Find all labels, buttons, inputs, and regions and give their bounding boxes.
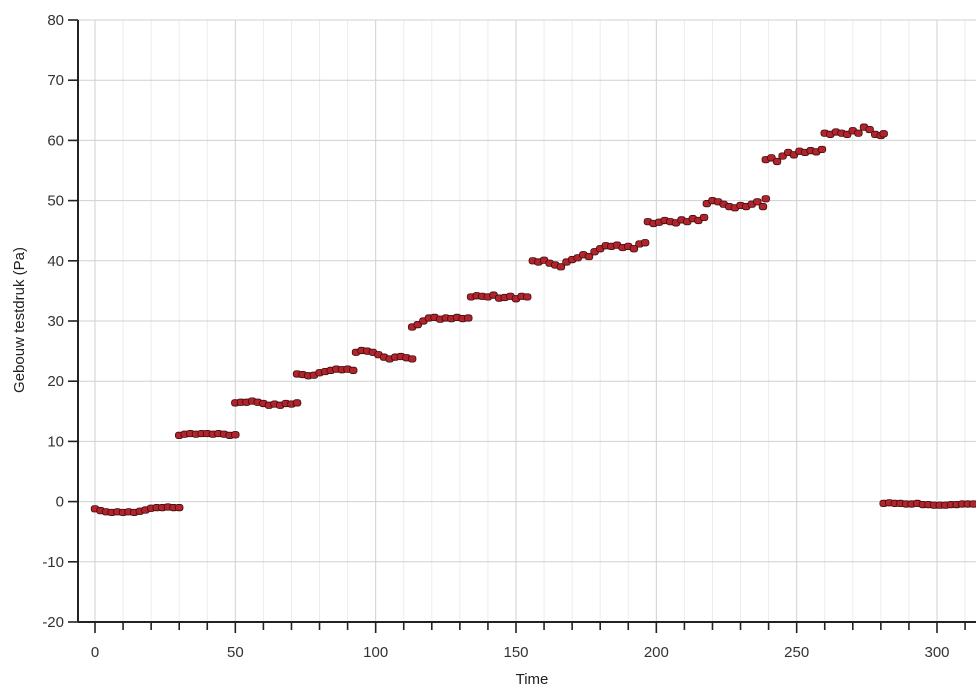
data-point (758, 203, 768, 211)
y-tick-label: 20 (47, 373, 64, 390)
x-tick-label: 100 (363, 644, 388, 661)
x-tick-label: 0 (91, 644, 99, 661)
y-tick-label: 60 (47, 132, 64, 149)
y-tick-label: 80 (47, 12, 64, 29)
data-point (629, 245, 639, 253)
y-tick-label: 40 (47, 253, 64, 270)
data-points (90, 123, 976, 517)
x-tick-label: 200 (644, 644, 669, 661)
data-point (699, 213, 709, 222)
data-point (292, 399, 302, 407)
y-axis-ticks: -20 -10 0 10 20 30 40 50 60 70 80 (42, 12, 78, 631)
data-point (865, 125, 874, 134)
data-point (464, 314, 473, 322)
x-tick-label: 300 (924, 644, 949, 661)
y-axis-title: Gebouw testdruk (Pa) (11, 247, 28, 393)
y-tick-label: 70 (47, 72, 64, 89)
data-point (174, 504, 184, 512)
y-tick-label: 30 (47, 313, 64, 330)
x-tick-label: 150 (503, 644, 528, 661)
data-point (584, 252, 594, 261)
x-tick-label: 50 (227, 644, 244, 661)
y-tick-label: 0 (56, 494, 64, 511)
x-axis-title: Time (516, 671, 549, 688)
data-point (556, 263, 566, 271)
data-point (640, 239, 650, 247)
data-point (879, 130, 888, 138)
x-axis-ticks: 0 50 100 150 200 250 300 (91, 622, 966, 661)
data-point (523, 293, 532, 301)
data-point (231, 431, 240, 439)
data-point (772, 157, 782, 166)
data-point (817, 145, 827, 154)
major-grid (78, 19, 976, 623)
data-point (349, 366, 358, 374)
y-tick-label: -10 (42, 554, 64, 571)
data-point (761, 195, 770, 203)
y-tick-label: 10 (47, 433, 64, 450)
data-point (753, 198, 762, 206)
data-point (407, 355, 417, 363)
data-point (969, 500, 976, 508)
x-tick-label: 250 (784, 644, 809, 661)
y-tick-label: -20 (42, 614, 64, 631)
y-tick-label: 50 (47, 193, 64, 210)
data-point (854, 129, 863, 137)
